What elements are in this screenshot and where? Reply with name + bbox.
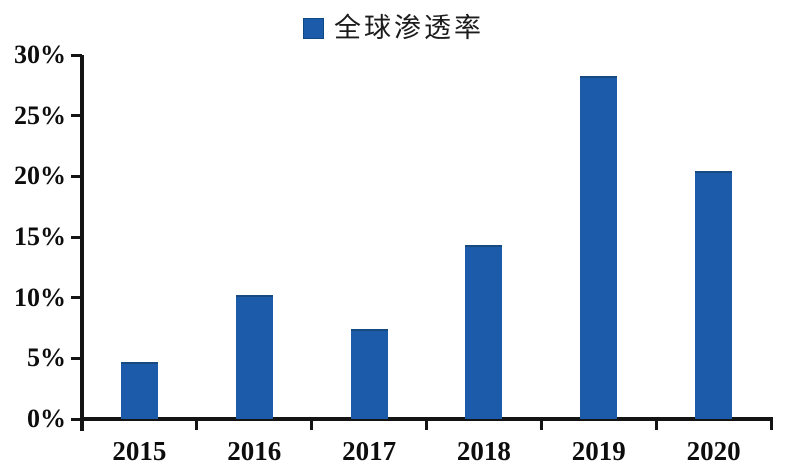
bar-2020	[695, 171, 733, 419]
y-axis-tick	[71, 114, 82, 118]
y-axis-tick	[71, 296, 82, 300]
x-axis-tick	[769, 419, 773, 430]
y-axis-tick	[71, 356, 82, 360]
bar-2018	[465, 245, 503, 419]
x-axis-tick-label: 2017	[342, 436, 397, 466]
x-axis-tick-label: 2016	[227, 436, 282, 466]
y-axis-tick	[71, 53, 82, 57]
x-axis-tick	[654, 419, 658, 430]
x-axis-tick-label: 2019	[571, 436, 626, 466]
bar-2017	[350, 329, 388, 419]
y-axis-tick	[71, 235, 82, 239]
y-axis-tick	[71, 174, 82, 178]
y-axis-tick-label: 20%	[14, 161, 66, 191]
x-axis-tick	[80, 419, 84, 430]
legend: 全球渗透率	[303, 15, 484, 42]
bar-2016	[235, 295, 273, 419]
y-axis-tick-label: 25%	[14, 100, 66, 130]
y-axis-tick	[71, 417, 82, 421]
y-axis-tick-label: 5%	[27, 343, 66, 373]
x-axis-tick-label: 2020	[686, 436, 741, 466]
y-axis-tick-label: 15%	[14, 222, 66, 251]
x-axis-tick	[425, 419, 428, 430]
x-axis-tick	[539, 419, 543, 430]
x-axis-tick-label: 2018	[456, 436, 511, 466]
legend-label: 全球渗透率	[334, 13, 484, 44]
x-axis-tick	[195, 419, 199, 430]
y-axis-tick-label: 0%	[27, 404, 66, 433]
y-axis-tick-label: 10%	[14, 282, 66, 312]
x-axis-tick	[310, 419, 314, 430]
y-axis-line	[80, 55, 84, 431]
y-axis-tick-label: 30%	[14, 40, 66, 69]
bar-2015	[120, 361, 158, 419]
bar-2019	[580, 75, 618, 419]
legend-swatch-icon	[303, 18, 324, 39]
x-axis-tick-label: 2015	[112, 436, 167, 466]
